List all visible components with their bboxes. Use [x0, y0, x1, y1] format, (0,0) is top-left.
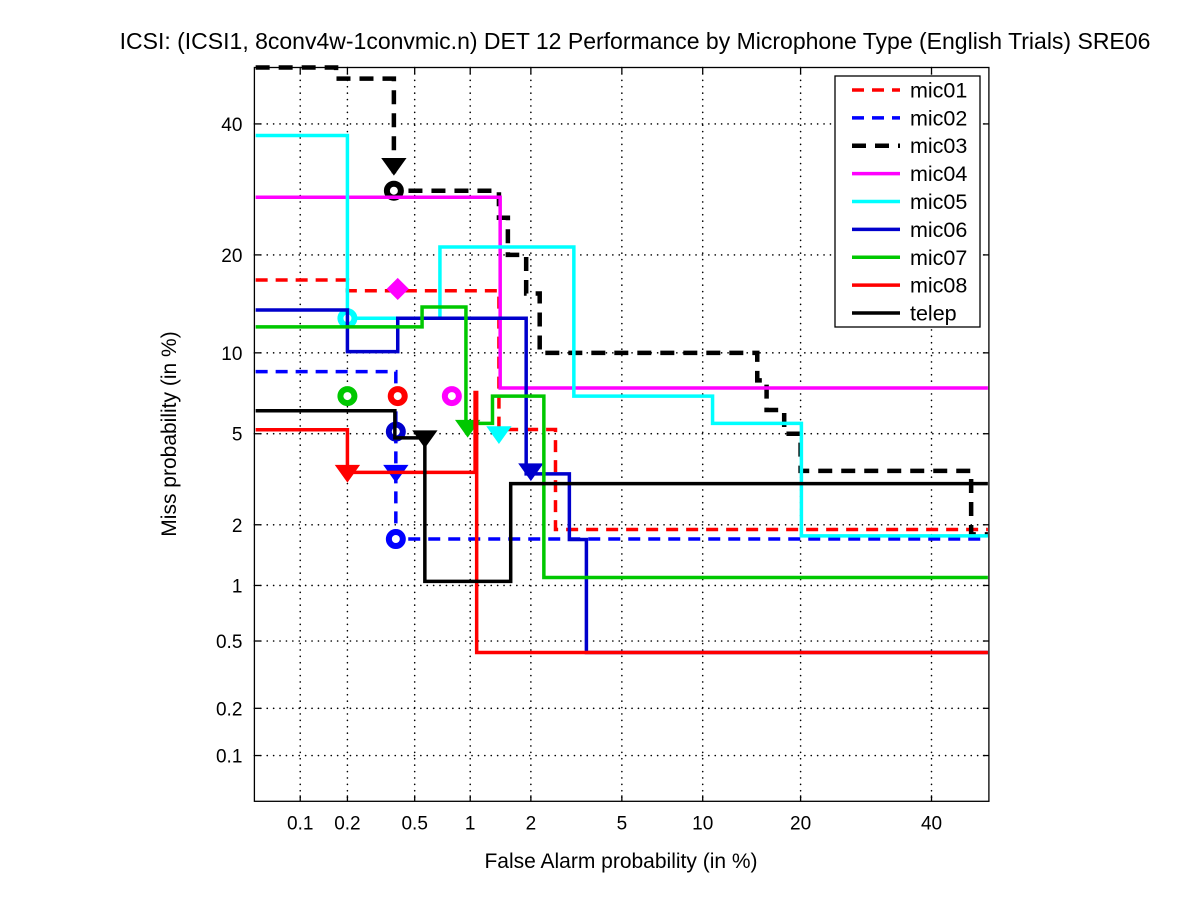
svg-text:10: 10 [692, 813, 713, 834]
svg-text:20: 20 [221, 246, 242, 267]
svg-text:0.2: 0.2 [334, 813, 360, 834]
svg-text:40: 40 [221, 115, 242, 136]
svg-text:0.2: 0.2 [216, 699, 242, 720]
svg-text:1: 1 [465, 813, 476, 834]
svg-text:telep: telep [910, 302, 957, 326]
svg-text:20: 20 [790, 813, 811, 834]
svg-text:mic05: mic05 [910, 190, 967, 214]
svg-text:False Alarm probability (in %): False Alarm probability (in %) [484, 850, 757, 873]
svg-text:mic02: mic02 [910, 106, 967, 130]
svg-text:mic03: mic03 [910, 134, 967, 158]
svg-text:10: 10 [221, 344, 242, 365]
svg-text:1: 1 [232, 576, 243, 597]
svg-text:mic07: mic07 [910, 246, 967, 270]
svg-text:Miss probability (in %): Miss probability (in %) [158, 331, 181, 536]
svg-text:0.5: 0.5 [216, 632, 242, 653]
svg-text:0.1: 0.1 [287, 813, 313, 834]
svg-text:5: 5 [617, 813, 628, 834]
svg-text:2: 2 [232, 516, 243, 537]
svg-text:ICSI: (ICSI1, 8conv4w-1convmic: ICSI: (ICSI1, 8conv4w-1convmic.n) DET 12… [120, 28, 1151, 54]
svg-text:0.1: 0.1 [216, 747, 242, 768]
svg-text:mic01: mic01 [910, 78, 967, 102]
svg-text:0.5: 0.5 [401, 813, 427, 834]
svg-text:mic08: mic08 [910, 274, 967, 298]
svg-text:40: 40 [921, 813, 942, 834]
svg-text:5: 5 [232, 425, 243, 446]
svg-text:mic06: mic06 [910, 218, 967, 242]
svg-text:mic04: mic04 [910, 162, 967, 186]
svg-text:2: 2 [526, 813, 537, 834]
